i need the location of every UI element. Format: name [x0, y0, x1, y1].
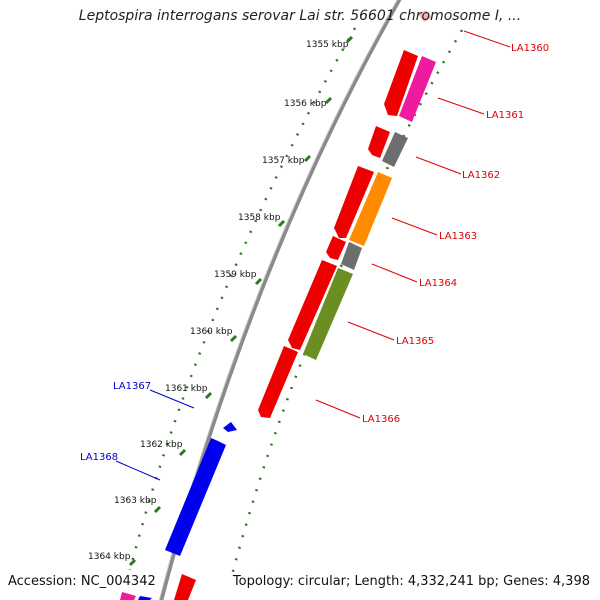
gene-feature-blue-bottom[interactable]: [138, 596, 152, 600]
gene-label-la1368[interactable]: LA1368: [80, 452, 118, 463]
gene-label-la1362[interactable]: LA1362: [462, 170, 500, 181]
reverse-leader-lines: [115, 389, 195, 481]
gene-feature-la1364[interactable]: [341, 242, 362, 270]
outer-tick-track: [230, 29, 464, 576]
accession-text: Accession: NC_004342: [6, 574, 158, 589]
gene-feature-la1367[interactable]: [223, 422, 237, 432]
scale-labels: 1355 kbp 1356 kbp 1357 kbp 1358 kbp 1359…: [88, 40, 349, 562]
forward-leader-lines: [315, 30, 511, 419]
gene-feature-la1362[interactable]: [382, 132, 408, 167]
gene-feature-la1363[interactable]: [349, 172, 392, 246]
scale-label-1358: 1358 kbp: [238, 213, 281, 223]
forward-genes: [174, 10, 436, 600]
reverse-gene-labels: LA1367 LA1368: [80, 381, 151, 463]
gene-feature-red-5[interactable]: [288, 260, 337, 350]
scale-label-1357: 1357 kbp: [262, 156, 305, 166]
gene-label-la1364[interactable]: LA1364: [419, 278, 457, 289]
gene-feature-la1366[interactable]: [258, 346, 298, 418]
reverse-genes: [120, 422, 237, 600]
gene-label-la1366[interactable]: LA1366: [362, 414, 400, 425]
gene-label-la1363[interactable]: LA1363: [439, 231, 477, 242]
scale-label-1362: 1362 kbp: [140, 440, 183, 450]
scale-label-1359: 1359 kbp: [214, 270, 257, 280]
gene-feature-la1368[interactable]: [165, 438, 226, 556]
gene-feature-red-2[interactable]: [368, 126, 390, 158]
gene-feature-la1365[interactable]: [303, 268, 353, 360]
scale-label-1360: 1360 kbp: [190, 327, 233, 337]
gene-label-la1367[interactable]: LA1367: [113, 381, 151, 392]
gene-feature-la1361[interactable]: [399, 56, 436, 122]
scale-label-1364: 1364 kbp: [88, 552, 131, 562]
gene-feature-top-faded: [418, 10, 432, 22]
genome-summary-text: Topology: circular; Length: 4,332,241 bp…: [230, 574, 592, 589]
map-title: Leptospira interrogans serovar Lai str. …: [78, 8, 522, 24]
scale-label-1361: 1361 kbp: [165, 384, 208, 394]
gene-label-la1360[interactable]: LA1360: [511, 43, 549, 54]
gene-feature-pink-bottom[interactable]: [120, 592, 136, 600]
gene-feature-red-bottom[interactable]: [174, 574, 196, 600]
gene-label-la1365[interactable]: LA1365: [396, 336, 434, 347]
scale-label-1356: 1356 kbp: [284, 99, 327, 109]
scale-major-ticks: [128, 35, 354, 567]
gene-feature-red-1[interactable]: [384, 50, 418, 116]
forward-gene-labels: LA1360 LA1361 LA1362 LA1363 LA1364 LA136…: [362, 43, 549, 425]
gene-feature-red-4[interactable]: [326, 236, 346, 260]
scale-label-1355: 1355 kbp: [306, 40, 349, 50]
gene-feature-red-3[interactable]: [334, 166, 374, 238]
scale-label-1363: 1363 kbp: [114, 496, 157, 506]
gene-label-la1361[interactable]: LA1361: [486, 110, 524, 121]
